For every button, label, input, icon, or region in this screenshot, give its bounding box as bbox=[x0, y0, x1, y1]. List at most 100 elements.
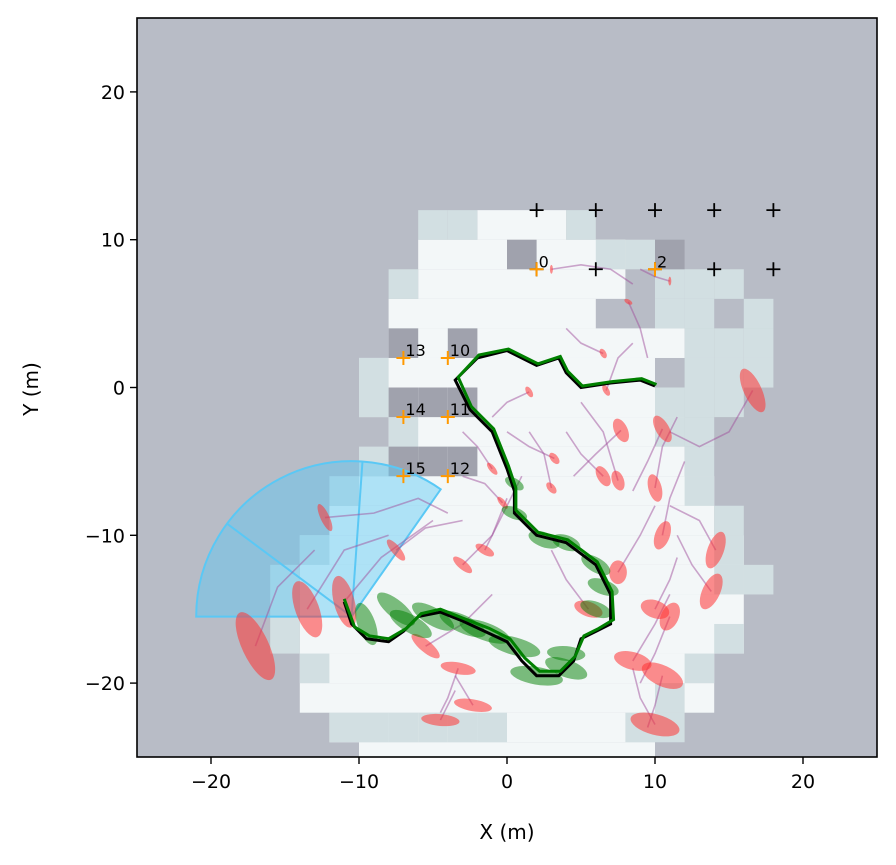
occupancy-partial-cell bbox=[714, 623, 744, 654]
particle-covariance-ellipse bbox=[739, 368, 766, 413]
particle-trail bbox=[565, 431, 604, 477]
occupancy-occupied-cell bbox=[507, 239, 537, 270]
occupancy-partial-cell bbox=[329, 712, 359, 743]
landmark-id-label: 10 bbox=[450, 341, 470, 360]
occupancy-partial-cell bbox=[684, 357, 715, 388]
sensor-fov-ray bbox=[226, 522, 353, 618]
particle-trail bbox=[306, 534, 389, 610]
particle-covariance-ellipse bbox=[612, 418, 630, 443]
particle-trail bbox=[343, 519, 434, 603]
observed-landmark-marker bbox=[440, 410, 455, 425]
y-tick-label: −10 bbox=[85, 525, 125, 547]
particle-covariance-ellipse bbox=[292, 581, 323, 638]
landmark-marker bbox=[766, 203, 781, 218]
occupancy-occupied-cell bbox=[418, 446, 448, 477]
particle-trail bbox=[462, 475, 504, 504]
particle-covariance-ellipse bbox=[549, 452, 560, 465]
particle-covariance-ellipse bbox=[411, 633, 440, 659]
particle-covariance-ellipse bbox=[614, 651, 652, 671]
particle-covariance-ellipse bbox=[630, 712, 680, 737]
observed-landmark-marker bbox=[396, 350, 411, 365]
observed-landmark-marker bbox=[396, 469, 411, 484]
occupancy-partial-cell bbox=[655, 298, 685, 329]
occupancy-partial-cell bbox=[388, 712, 419, 743]
occupancy-occupied-cell bbox=[447, 328, 478, 358]
occupancy-partial-cell bbox=[625, 239, 655, 270]
occupancy-partial-cell bbox=[714, 357, 744, 388]
occupancy-free-cells bbox=[418, 269, 626, 299]
occupancy-partial-cell bbox=[743, 328, 774, 358]
occupancy-partial-cell bbox=[684, 446, 715, 477]
occupancy-partial-cell bbox=[684, 269, 715, 299]
occupancy-free-cells bbox=[388, 328, 685, 358]
landmark-marker bbox=[707, 203, 722, 218]
particle-covariance-ellipse bbox=[497, 496, 508, 509]
particle-covariance-ellipse bbox=[421, 713, 460, 727]
particle-covariance-ellipse bbox=[653, 521, 672, 550]
x-tick-label: −10 bbox=[339, 771, 379, 793]
observed-landmark-marker bbox=[529, 262, 544, 277]
landmark-id-label: 14 bbox=[405, 400, 425, 419]
occupancy-partial-cell bbox=[714, 328, 744, 358]
particle-covariance-ellipse bbox=[475, 543, 495, 557]
landmark-id-label: 15 bbox=[405, 459, 425, 478]
observed-landmark-marker bbox=[440, 350, 455, 365]
particle-covariance-ellipse bbox=[453, 698, 492, 712]
y-tick-label: −20 bbox=[85, 673, 125, 695]
plot-content: 0 2 13 10 14 11 15 12 bbox=[195, 203, 781, 737]
y-tick-label: 0 bbox=[113, 378, 125, 400]
particle-trail bbox=[632, 428, 664, 492]
plot-area: 0 2 13 10 14 11 15 12 bbox=[137, 18, 877, 757]
particle-trail bbox=[654, 557, 678, 610]
occupancy-partial-cell bbox=[655, 387, 685, 418]
particle-covariance-ellipse bbox=[595, 466, 611, 487]
particle-trail bbox=[639, 268, 671, 282]
landmark-marker bbox=[707, 262, 722, 277]
landmark-id-label: 11 bbox=[450, 400, 470, 419]
estimate-covariance-ellipse bbox=[355, 602, 378, 646]
x-tick-label: −20 bbox=[191, 771, 231, 793]
particle-trail bbox=[550, 549, 590, 610]
particle-covariance-ellipse bbox=[546, 482, 557, 494]
x-tick-label: 10 bbox=[643, 771, 667, 793]
occupancy-partial-cell bbox=[714, 387, 744, 418]
particle-trail bbox=[617, 505, 656, 573]
particle-covariance-ellipse bbox=[659, 602, 680, 631]
landmark-marker bbox=[529, 203, 544, 218]
particle-covariance-ellipse bbox=[486, 462, 498, 475]
x-tick-label: 20 bbox=[791, 771, 815, 793]
occupancy-free-cells bbox=[359, 742, 655, 757]
particle-trail bbox=[573, 429, 622, 477]
occupancy-occupied-cell bbox=[655, 239, 685, 270]
estimated-trajectory bbox=[342, 347, 658, 673]
occupancy-partial-cell bbox=[359, 387, 389, 418]
particle-trail bbox=[580, 401, 619, 481]
particle-covariance-ellipse bbox=[453, 556, 473, 574]
particle-covariance-ellipse bbox=[440, 661, 476, 675]
occupancy-partial-cell bbox=[684, 298, 715, 329]
particle-covariance-ellipse bbox=[647, 474, 663, 502]
occupancy-partial-cell bbox=[418, 210, 448, 240]
particle-trail bbox=[462, 431, 493, 470]
occupancy-partial-cell bbox=[359, 357, 389, 388]
particle-trail bbox=[669, 390, 754, 448]
observed-landmark-marker bbox=[440, 469, 455, 484]
occupancy-partial-cell bbox=[714, 269, 744, 299]
occupancy-partial-cell bbox=[714, 505, 744, 536]
landmark-id-label: 12 bbox=[450, 459, 470, 478]
occupancy-free-cells bbox=[477, 210, 567, 240]
occupancy-free-cells bbox=[299, 683, 715, 713]
landmark-marker bbox=[766, 262, 781, 277]
occupancy-partial-cell bbox=[595, 239, 626, 270]
occupancy-partial-cell bbox=[743, 298, 774, 329]
occupancy-partial-cell bbox=[743, 564, 774, 595]
particle-covariance-ellipse bbox=[609, 560, 627, 585]
estimate-covariance-ellipse bbox=[412, 602, 454, 631]
particle-trail bbox=[676, 534, 712, 592]
occupancy-partial-cell bbox=[388, 269, 419, 299]
particle-covariance-ellipse bbox=[611, 470, 625, 491]
landmark-id-label: 13 bbox=[405, 341, 425, 360]
particle-covariance-ellipse bbox=[549, 264, 553, 274]
